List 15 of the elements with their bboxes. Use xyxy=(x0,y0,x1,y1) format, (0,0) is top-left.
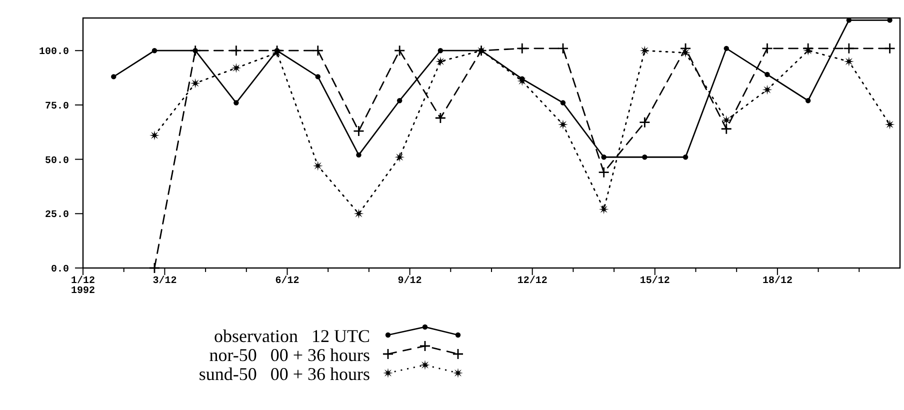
legend-label: sund-50 00 + 36 hours xyxy=(198,364,370,384)
legend-label: nor-50 00 + 36 hours xyxy=(209,345,370,365)
y-tick-label: 75.0 xyxy=(44,101,69,112)
y-tick-label: 25.0 xyxy=(44,210,69,222)
x-tick-label: 12/12 xyxy=(517,275,548,287)
x-tick-label: 15/12 xyxy=(640,275,670,287)
x-tick-label: 6/12 xyxy=(275,275,300,287)
x-tick-label: 3/12 xyxy=(152,275,177,287)
x-tick-label: 9/12 xyxy=(398,275,422,287)
y-tick-label: 0.0 xyxy=(50,264,69,276)
legend-label: observation 12 UTC xyxy=(214,326,370,346)
x-tick-label: 1/12 1992 xyxy=(70,275,96,297)
y-tick-label: 50.0 xyxy=(44,156,69,167)
x-tick-label: 18/12 xyxy=(762,275,792,287)
y-tick-label: 100.0 xyxy=(38,47,69,58)
